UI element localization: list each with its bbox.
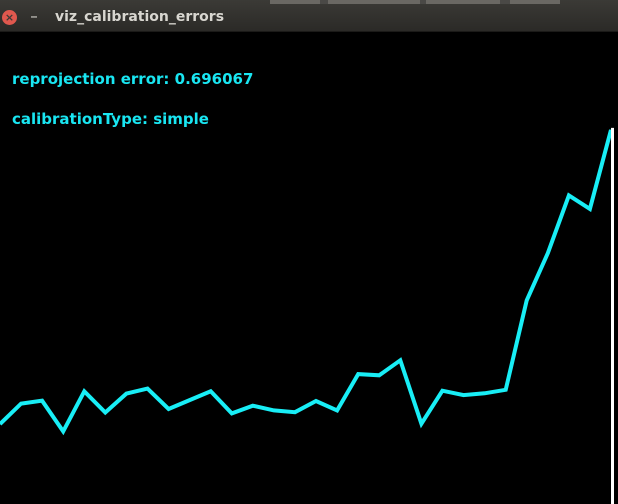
error-point-11 — [210, 390, 212, 392]
minimize-button[interactable]: – — [28, 7, 40, 25]
error-point-1 — [0, 423, 1, 425]
error-point-10 — [189, 399, 191, 401]
error-point-4 — [62, 430, 64, 432]
error-point-19 — [378, 374, 380, 376]
error-point-7 — [125, 393, 127, 395]
error-point-27 — [547, 252, 549, 254]
error-series-line — [0, 129, 613, 436]
error-point-21 — [420, 423, 422, 425]
reprojection-error-label: reprojection error: 0.696067 — [12, 70, 254, 88]
background-window-strip — [270, 0, 560, 4]
minimize-icon: – — [30, 7, 38, 25]
error-point-28 — [568, 194, 570, 196]
plot-canvas: reprojection error: 0.696067 calibration… — [0, 32, 618, 504]
error-point-29 — [589, 208, 591, 210]
error-point-5 — [83, 390, 85, 392]
error-point-18 — [357, 373, 359, 375]
error-point-23 — [463, 394, 465, 396]
error-point-13 — [252, 405, 254, 407]
error-point-24 — [484, 392, 486, 394]
error-point-20 — [399, 359, 401, 361]
error-point-14 — [273, 409, 275, 411]
close-button[interactable]: × — [2, 10, 17, 25]
error-point-15 — [294, 411, 296, 413]
calibration-type-label: calibrationType: simple — [12, 110, 209, 128]
close-icon: × — [4, 11, 15, 24]
error-point-16 — [315, 400, 317, 402]
error-point-22 — [441, 390, 443, 392]
error-line-chart — [0, 127, 614, 504]
error-point-17 — [336, 409, 338, 411]
window-titlebar: × – viz_calibration_errors — [0, 0, 618, 32]
error-point-25 — [505, 389, 507, 391]
error-point-9 — [168, 408, 170, 410]
error-point-12 — [231, 412, 233, 414]
error-point-2 — [20, 403, 22, 405]
error-point-6 — [104, 411, 106, 413]
error-point-26 — [526, 299, 528, 301]
error-point-3 — [41, 400, 43, 402]
window-title: viz_calibration_errors — [55, 9, 225, 25]
error-point-8 — [146, 388, 148, 390]
